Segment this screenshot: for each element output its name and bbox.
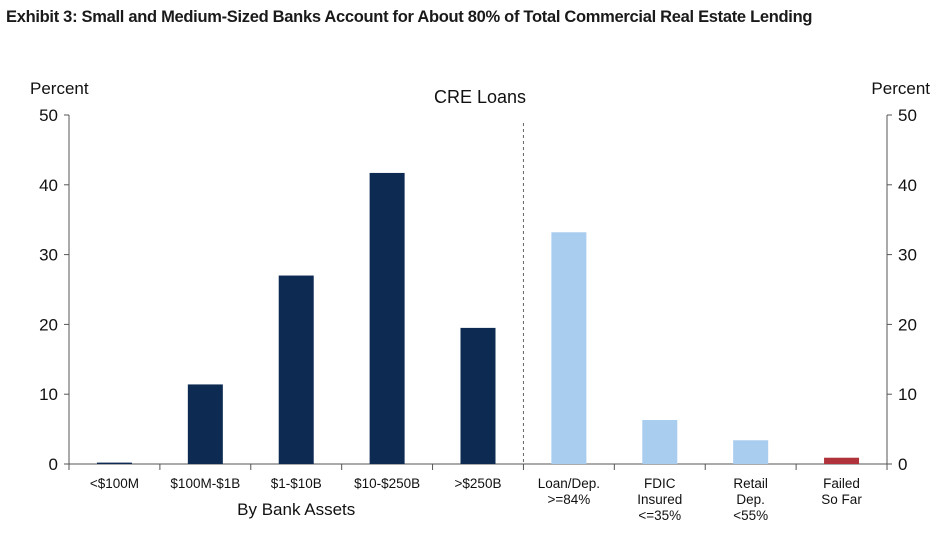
x-axis-label: By Bank Assets (237, 500, 355, 519)
x-tick-label: Loan/Dep. (538, 476, 600, 491)
x-tick-label: >$250B (455, 476, 502, 491)
bar (278, 275, 314, 464)
exhibit-title: Exhibit 3: Small and Medium-Sized Banks … (6, 8, 813, 26)
x-tick-label: Retail (733, 476, 768, 491)
y-tick-label-left: 40 (39, 176, 58, 195)
y-tick-label-right: 30 (898, 246, 917, 265)
y-tick-label-right: 50 (898, 106, 917, 125)
y-tick-label-right: 0 (898, 455, 907, 474)
y-axis-label-right: Percent (871, 79, 930, 98)
y-tick-label-right: 10 (898, 385, 917, 404)
chart-bars (96, 172, 860, 464)
chart-title: CRE Loans (434, 87, 526, 107)
y-axis-label-left: Percent (30, 79, 89, 98)
x-tick-label: $10-$250B (354, 476, 420, 491)
y-tick-label-left: 20 (39, 315, 58, 334)
bar (551, 232, 587, 464)
x-tick-label: >=84% (547, 492, 590, 507)
x-tick-label: <=35% (638, 508, 681, 523)
bar (733, 440, 769, 464)
x-tick-label: Insured (637, 492, 682, 507)
x-tick-label: Dep. (736, 492, 765, 507)
y-tick-label-right: 40 (898, 176, 917, 195)
y-tick-label-right: 20 (898, 315, 917, 334)
bar (642, 420, 678, 464)
bar (187, 384, 223, 464)
x-tick-label: <$100M (90, 476, 139, 491)
x-tick-label: FDIC (644, 476, 676, 491)
bar (460, 327, 496, 464)
y-tick-label-left: 10 (39, 385, 58, 404)
bar (369, 172, 405, 464)
x-tick-label: <55% (733, 508, 768, 523)
chart-labels: 0 0 10 10 20 20 30 30 40 40 50 50 <$100M $100M-$1B $1-… (30, 79, 930, 523)
x-tick-label: Failed (823, 476, 860, 491)
bar (824, 457, 860, 464)
x-tick-label: $100M-$1B (170, 476, 240, 491)
x-tick-label: So Far (821, 492, 862, 507)
bar (96, 462, 132, 464)
x-tick-label: $1-$10B (271, 476, 322, 491)
y-tick-label-left: 30 (39, 246, 58, 265)
y-tick-label-left: 50 (39, 106, 58, 125)
y-tick-label-left: 0 (49, 455, 58, 474)
